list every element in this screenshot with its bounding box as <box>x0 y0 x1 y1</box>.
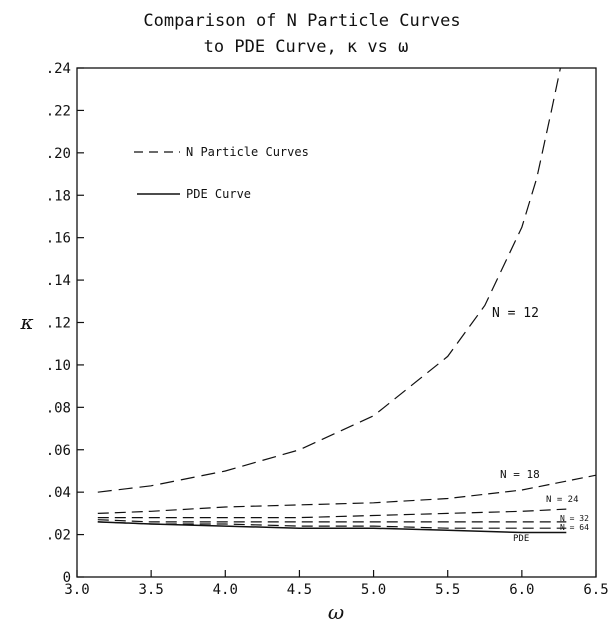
curve-label: N = 64 <box>560 523 589 532</box>
y-tick-label: .04 <box>46 485 71 501</box>
curve-label: N = 18 <box>500 468 540 481</box>
series-line-n-12 <box>97 67 561 493</box>
series-layer: N = 12 N = 18 N = 24 N = 32N = 64 PDE <box>97 67 597 544</box>
curve-label: PDE <box>513 534 529 544</box>
x-tick-label: 3.0 <box>64 582 89 598</box>
x-axis-ticks: 3.0 3.5 4.0 4.5 5.0 5.5 6.0 6.5 <box>64 570 609 598</box>
curve-label: N = 24 <box>546 495 579 505</box>
y-tick-label: .16 <box>46 231 71 247</box>
y-tick-label: .10 <box>46 358 71 374</box>
series-line-pde <box>97 521 567 534</box>
y-tick-label: 0 <box>63 570 71 586</box>
x-tick-label: 5.0 <box>361 582 386 598</box>
legend-label-n-particle: N Particle Curves <box>186 145 309 159</box>
x-tick-label: 3.5 <box>138 582 163 598</box>
y-tick-label: .24 <box>46 61 71 77</box>
series-line-n-64 <box>97 521 567 529</box>
y-tick-label: .08 <box>46 400 71 416</box>
x-axis-label: ω <box>328 600 344 624</box>
y-tick-label: .18 <box>46 188 71 204</box>
y-tick-label: .14 <box>46 273 71 289</box>
plot-frame <box>76 67 597 578</box>
x-tick-label: 4.0 <box>213 582 238 598</box>
curve-label: N = 32 <box>560 514 589 523</box>
chart-title-line-2: to PDE Curve, κ vs ω <box>204 37 409 57</box>
y-tick-label: .12 <box>46 316 71 332</box>
curve-label: N = 12 <box>492 306 539 321</box>
y-tick-label: .02 <box>46 528 71 544</box>
legend-label-pde: PDE Curve <box>186 187 251 201</box>
x-tick-label: 6.0 <box>509 582 534 598</box>
series-line-n-32 <box>97 519 567 523</box>
x-tick-label: 5.5 <box>435 582 460 598</box>
y-tick-label: .20 <box>46 146 71 162</box>
series-line-n-24 <box>97 508 567 519</box>
y-axis-label: κ <box>19 310 33 334</box>
y-tick-label: .06 <box>46 443 71 459</box>
series-line-n-18 <box>97 474 597 514</box>
x-tick-label: 6.5 <box>583 582 608 598</box>
chart-title-line-1: Comparison of N Particle Curves <box>143 11 460 31</box>
x-tick-label: 4.5 <box>287 582 312 598</box>
y-tick-label: .22 <box>46 103 71 119</box>
y-axis-ticks: 0 .02 .04 .06 .08 .10 .12 .14 .16 .18 .20 .22 .24 <box>46 61 84 586</box>
legend: N Particle Curves PDE Curve <box>134 145 309 201</box>
